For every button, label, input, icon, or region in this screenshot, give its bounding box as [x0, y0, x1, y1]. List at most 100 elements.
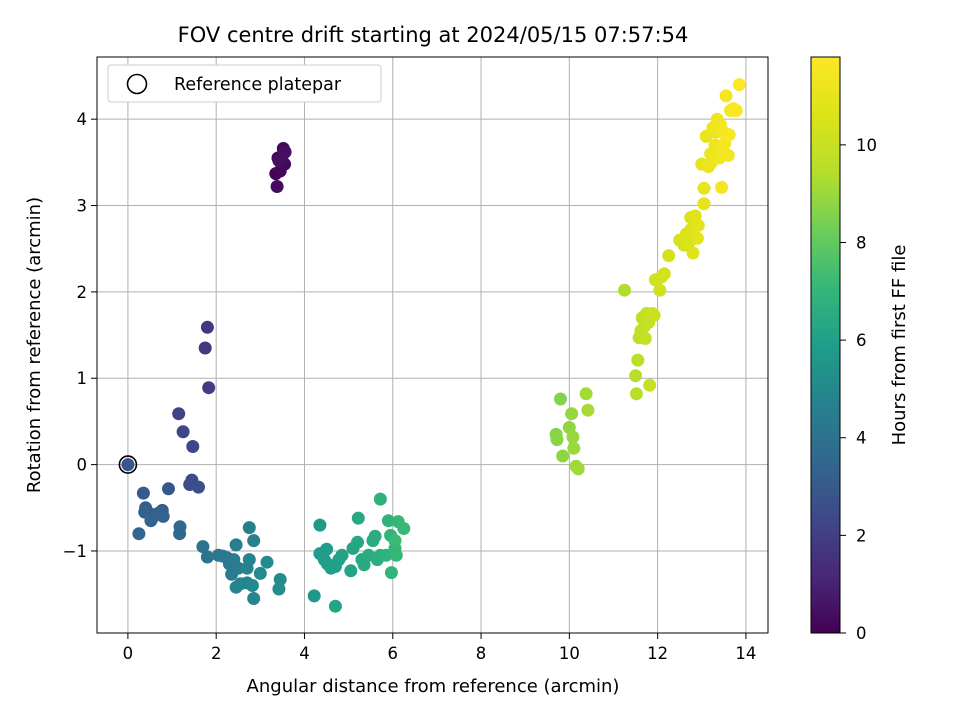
data-point — [240, 561, 254, 575]
data-point — [567, 441, 581, 455]
y-tick-label: 3 — [77, 197, 88, 216]
data-point — [556, 449, 570, 463]
data-point — [662, 249, 676, 263]
colorbar-tick-label: 10 — [856, 136, 877, 155]
y-tick-label: −1 — [63, 542, 87, 561]
data-point — [200, 320, 214, 334]
data-point — [245, 579, 259, 592]
data-point — [351, 535, 364, 549]
data-point — [379, 548, 393, 562]
data-point — [186, 440, 200, 453]
data-point — [643, 378, 657, 392]
data-point — [229, 580, 243, 594]
colorbar: 0 2 4 6 8 10 Hours from first FF file — [810, 56, 910, 643]
reference-platepar-marker — [118, 455, 138, 474]
y-axis-label: Rotation from reference (arcmin) — [24, 197, 45, 493]
colorbar-gradient — [810, 56, 841, 634]
colorbar-tick-label: 0 — [856, 624, 867, 643]
data-point — [196, 540, 210, 554]
data-point — [686, 246, 700, 260]
colorbar-tick-label: 6 — [856, 331, 867, 350]
y-tick-label: 4 — [77, 110, 88, 129]
data-point — [242, 521, 256, 535]
data-point — [729, 104, 743, 117]
data-point — [335, 548, 349, 562]
data-point — [328, 599, 342, 613]
y-tick-label: 2 — [77, 283, 88, 302]
legend: Reference platepar — [107, 64, 382, 103]
data-point — [270, 180, 284, 193]
legend-marker-icon — [126, 73, 148, 95]
data-point — [638, 332, 652, 345]
data-point — [313, 518, 327, 532]
data-point — [260, 555, 274, 569]
data-point — [273, 573, 287, 586]
data-point — [156, 509, 170, 523]
data-point — [344, 564, 358, 578]
chart-title: FOV centre drift starting at 2024/05/15 … — [178, 23, 689, 47]
data-point — [618, 283, 631, 297]
data-point — [132, 527, 146, 541]
data-point — [397, 522, 411, 535]
data-point — [653, 283, 667, 297]
legend-entry-label: Reference platepar — [174, 75, 342, 95]
x-tick-label: 12 — [647, 644, 668, 663]
data-point — [192, 480, 205, 494]
data-point — [173, 527, 187, 541]
data-point — [697, 197, 711, 211]
data-point — [176, 425, 190, 439]
data-point — [247, 592, 261, 605]
data-point — [162, 482, 175, 496]
data-point — [565, 407, 579, 421]
data-point — [202, 381, 216, 395]
data-point — [732, 78, 746, 92]
data-point — [629, 369, 643, 383]
x-tick-label: 4 — [299, 644, 310, 663]
data-point — [384, 566, 398, 580]
data-point — [351, 511, 365, 525]
x-axis-label: Angular distance from reference (arcmin) — [247, 676, 620, 697]
y-tick-label: 0 — [77, 456, 88, 475]
y-axis-ticks: −1 0 1 2 3 4 — [63, 110, 97, 561]
x-tick-label: 2 — [211, 644, 222, 663]
data-point — [581, 403, 595, 417]
colorbar-tick-label: 4 — [856, 429, 867, 448]
y-tick-label: 1 — [77, 369, 88, 388]
data-point — [691, 218, 705, 232]
x-tick-label: 14 — [735, 644, 756, 663]
data-point — [247, 534, 261, 548]
plot-frame — [96, 56, 769, 634]
data-point — [690, 231, 704, 245]
data-point — [272, 582, 286, 596]
data-point — [320, 542, 334, 556]
x-tick-label: 10 — [559, 644, 580, 663]
data-point — [172, 407, 186, 421]
data-point — [631, 353, 645, 367]
colorbar-tick-label: 2 — [856, 526, 867, 545]
x-axis-ticks: 0 2 4 6 8 10 12 14 — [123, 633, 756, 663]
data-point — [554, 392, 567, 406]
data-point — [136, 486, 150, 500]
data-points — [121, 78, 746, 613]
colorbar-label: Hours from first FF file — [889, 245, 910, 446]
data-point — [307, 589, 321, 603]
data-point — [229, 538, 243, 552]
data-point — [629, 387, 643, 401]
data-point — [571, 462, 585, 476]
data-point — [200, 550, 214, 564]
data-point — [368, 529, 382, 543]
data-point — [722, 128, 736, 142]
data-point — [388, 534, 402, 548]
data-point — [715, 180, 729, 194]
data-point — [144, 514, 158, 528]
data-point — [550, 433, 564, 447]
x-tick-label: 0 — [123, 644, 134, 663]
legend-box — [107, 64, 382, 103]
data-point — [198, 341, 212, 355]
data-point — [381, 514, 395, 528]
data-point — [697, 181, 711, 195]
x-tick-label: 8 — [476, 644, 487, 663]
data-point — [121, 458, 135, 472]
data-point — [719, 89, 733, 103]
data-point — [647, 308, 661, 322]
